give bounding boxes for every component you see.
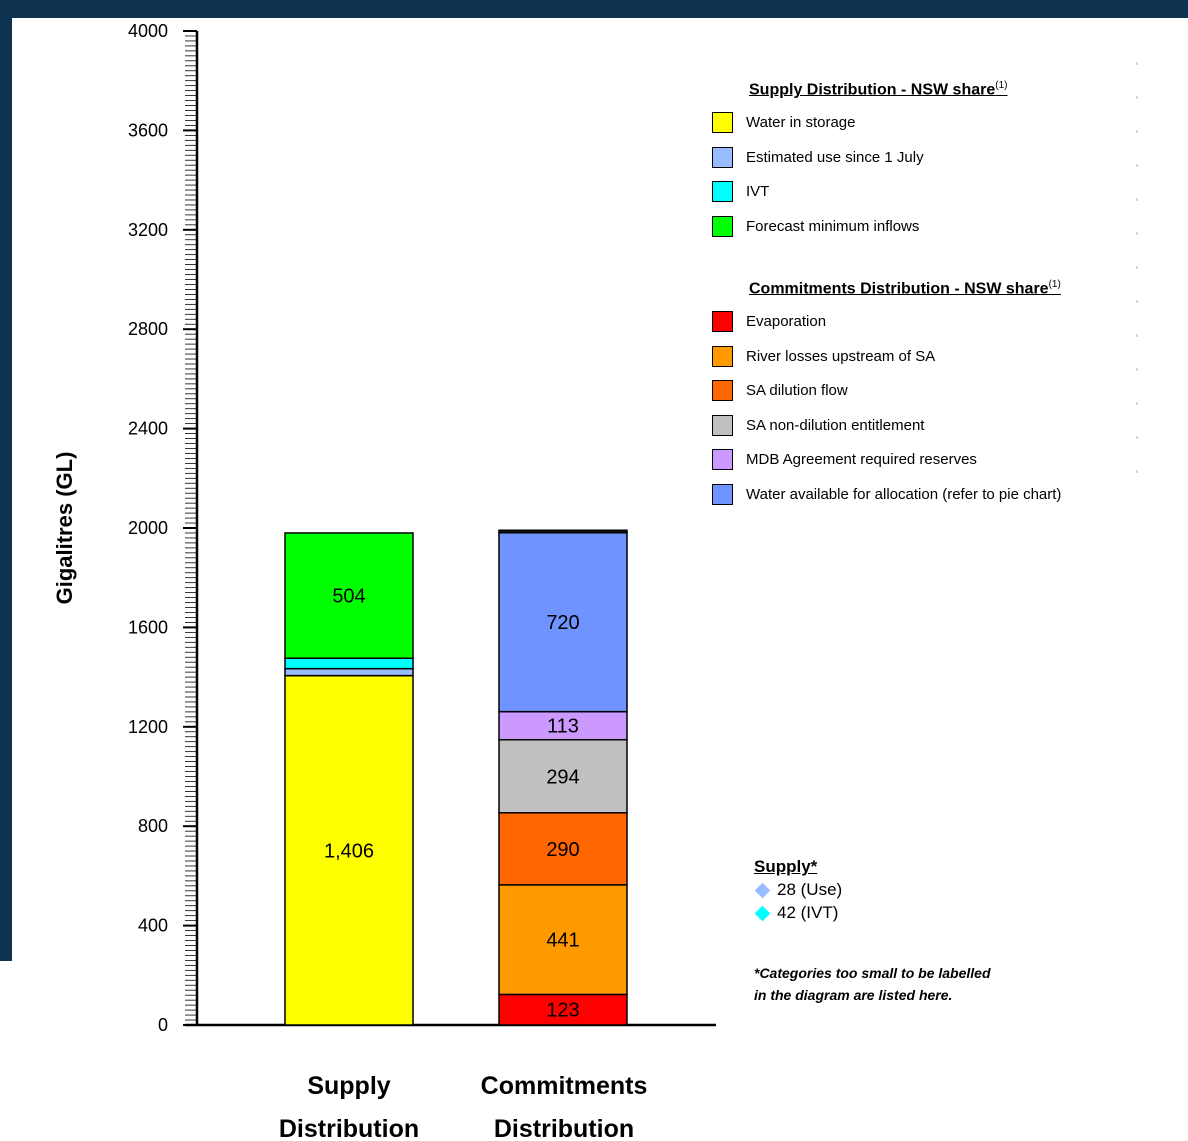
bar-segment bbox=[284, 674, 414, 1026]
y-axis-title: Gigalitres (GL) bbox=[52, 452, 77, 605]
legend-supply-title: Supply Distribution - NSW share(1) bbox=[749, 80, 1007, 99]
legend-label: Water in storage bbox=[746, 114, 856, 132]
legend-swatch bbox=[712, 215, 733, 237]
supply-note-item-ivt: 42 (IVT) bbox=[754, 903, 842, 923]
legend-label: Forecast minimum inflows bbox=[746, 217, 920, 235]
supply-legend-item: Water in storage bbox=[712, 105, 1007, 140]
bar-segment bbox=[498, 738, 628, 814]
category-label-line2: Distribution bbox=[494, 1115, 634, 1141]
supply-legend-item: Estimated use since 1 July bbox=[712, 140, 1007, 175]
legend-label: Water available for allocation (refer to… bbox=[746, 485, 1062, 503]
frame-left-border bbox=[0, 0, 12, 961]
legend-supply: Supply Distribution - NSW share(1) Water… bbox=[712, 80, 1007, 243]
legend-commitments-title-text: Commitments Distribution - NSW share bbox=[749, 280, 1049, 298]
legend-swatch bbox=[712, 449, 733, 471]
bar-segment-label: 720 bbox=[546, 612, 579, 634]
bar-segment-label: 294 bbox=[546, 766, 579, 788]
legend-swatch bbox=[712, 112, 733, 134]
bar-segment bbox=[498, 710, 628, 741]
supply-note-title: Supply* bbox=[754, 857, 818, 876]
y-tick-label: 2400 bbox=[128, 419, 168, 439]
legend-swatch bbox=[712, 483, 733, 505]
bar-segment bbox=[498, 993, 628, 1026]
supply-note-item-label: 42 (IVT) bbox=[777, 903, 839, 922]
bar-segment-label: 113 bbox=[547, 716, 579, 738]
supply-note-item-use: 28 (Use) bbox=[754, 880, 842, 900]
footnote: *Categories too small to be labelled in … bbox=[754, 962, 991, 1006]
edge-dotted-line bbox=[1136, 62, 1138, 502]
legend-swatch bbox=[712, 146, 733, 168]
y-tick-label: 1600 bbox=[128, 617, 168, 637]
supply-legend-item: Forecast minimum inflows bbox=[712, 209, 1007, 244]
diamond-icon bbox=[754, 905, 771, 921]
legend-label: MDB Agreement required reserves bbox=[746, 451, 977, 469]
commitments-legend-item: Evaporation bbox=[712, 304, 1061, 339]
category-label-line1: Commitments bbox=[481, 1072, 648, 1100]
legend-commitments-title-sup: (1) bbox=[1048, 279, 1061, 290]
supply-note-item-label: 28 (Use) bbox=[777, 880, 843, 899]
legend-label: Evaporation bbox=[746, 313, 827, 331]
legend-swatch bbox=[712, 414, 733, 436]
frame-top-border bbox=[0, 0, 1188, 18]
y-tick-label: 800 bbox=[138, 816, 168, 836]
footnote-line-2: in the diagram are listed here. bbox=[754, 987, 953, 1003]
category-label-line2: Distribution bbox=[279, 1115, 419, 1141]
bar-segment-label: 1,406 bbox=[324, 840, 374, 862]
commitments-legend-item: River losses upstream of SA bbox=[712, 339, 1061, 374]
y-tick-label: 1200 bbox=[128, 717, 168, 737]
footnote-line-1: *Categories too small to be labelled bbox=[754, 965, 991, 981]
bar-segment bbox=[498, 884, 628, 996]
y-tick-label: 3600 bbox=[128, 120, 168, 140]
bar-segment bbox=[284, 667, 414, 677]
y-tick-label: 2000 bbox=[128, 518, 168, 538]
legend-supply-title-text: Supply Distribution - NSW share bbox=[749, 81, 996, 99]
y-tick-label: 400 bbox=[138, 916, 168, 936]
legend-label: SA non-dilution entitlement bbox=[746, 416, 925, 434]
legend-swatch bbox=[712, 311, 733, 333]
y-tick-label: 4000 bbox=[128, 21, 168, 41]
bar-segment-label: 123 bbox=[546, 1000, 579, 1022]
bar-segment bbox=[498, 812, 628, 886]
legend-swatch bbox=[712, 181, 733, 203]
legend-commitments: Commitments Distribution - NSW share(1) … bbox=[712, 279, 1061, 511]
bar-segment bbox=[498, 531, 628, 713]
category-label-line1: Supply bbox=[307, 1072, 390, 1100]
commitments-legend-item: SA dilution flow bbox=[712, 373, 1061, 408]
y-tick-label: 2800 bbox=[128, 319, 168, 339]
legend-label: IVT bbox=[746, 183, 770, 201]
supply-small-categories-note: Supply* 28 (Use) 42 (IVT) bbox=[754, 857, 842, 923]
legend-swatch bbox=[712, 345, 733, 367]
commitments-legend-item: MDB Agreement required reserves bbox=[712, 442, 1061, 477]
commitments-legend-item: Water available for allocation (refer to… bbox=[712, 477, 1061, 512]
diamond-icon bbox=[754, 882, 771, 898]
legend-swatch bbox=[712, 380, 733, 402]
legend-commitments-title: Commitments Distribution - NSW share(1) bbox=[749, 279, 1061, 298]
y-tick-label: 0 bbox=[158, 1015, 168, 1035]
y-tick-label: 3200 bbox=[128, 220, 168, 240]
commitments-legend-item: SA non-dilution entitlement bbox=[712, 408, 1061, 443]
legend-supply-title-sup: (1) bbox=[995, 80, 1008, 91]
bar-segment-label: 441 bbox=[546, 930, 579, 952]
bar-segment bbox=[284, 657, 414, 670]
supply-legend-item: IVT bbox=[712, 174, 1007, 209]
legend-commitments-items: Evaporation River losses upstream of SA SA… bbox=[712, 304, 1061, 511]
legend-label: Estimated use since 1 July bbox=[746, 148, 924, 166]
bar-segment bbox=[284, 532, 414, 659]
legend-supply-items: Water in storage Estimated use since 1 Ju… bbox=[712, 105, 1007, 243]
legend-label: River losses upstream of SA bbox=[746, 347, 936, 365]
bar-segment-label: 504 bbox=[332, 586, 365, 608]
bar-segment bbox=[498, 529, 628, 534]
legend-label: SA dilution flow bbox=[746, 382, 848, 400]
bar-segment-label: 290 bbox=[546, 839, 579, 861]
